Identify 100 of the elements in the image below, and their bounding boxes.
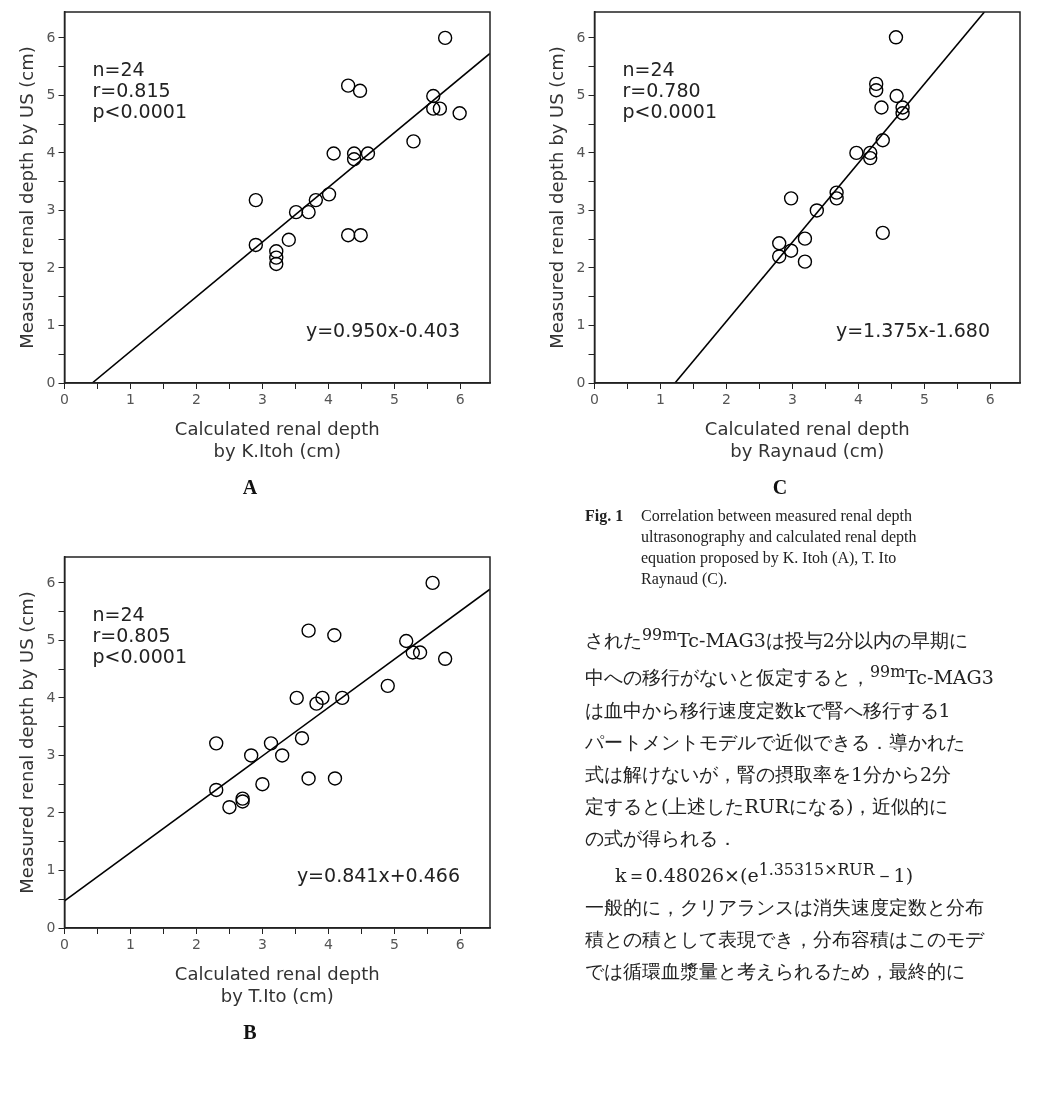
x-tick-label: 1 (656, 391, 665, 408)
point (335, 690, 350, 706)
point (308, 192, 324, 208)
y-tick-label: 6 (46, 28, 56, 45)
point (452, 106, 467, 121)
point (772, 236, 787, 251)
point (797, 231, 813, 246)
text: の式が得られる． (585, 825, 738, 851)
point (321, 187, 337, 202)
point (829, 185, 844, 200)
y-tick-label: 1 (46, 316, 56, 333)
point (248, 192, 264, 208)
point (281, 232, 296, 247)
x-tick-label: 5 (919, 391, 929, 408)
x-tick-label: 6 (985, 391, 995, 408)
point (797, 254, 813, 269)
point (406, 134, 421, 149)
point (399, 633, 414, 649)
point (244, 748, 259, 763)
point (895, 100, 910, 115)
annotation: n=24 (92, 58, 145, 81)
point (269, 244, 284, 259)
y-tick-label: 5 (46, 86, 56, 103)
text: パートメントモデルで近似できる．導かれた (585, 729, 966, 755)
point (346, 152, 362, 167)
y-tick-label: 3 (46, 746, 56, 763)
annotation: p<0.0001 (92, 645, 187, 668)
text: Raynaud (C). (641, 569, 729, 589)
point (412, 645, 428, 660)
point (888, 30, 904, 45)
annotation: n=24 (622, 58, 675, 81)
point (309, 696, 324, 711)
point (829, 191, 844, 206)
point (772, 249, 787, 264)
point (294, 730, 310, 746)
point (868, 83, 884, 98)
annotation: p<0.0001 (622, 100, 717, 123)
x-tick-label: 3 (257, 391, 267, 408)
text: B (243, 1021, 257, 1044)
y-tick-label: 0 (576, 373, 586, 390)
annotation: y=0.841x+0.466 (296, 864, 460, 887)
y-tick-label: 6 (46, 573, 56, 590)
point (405, 645, 421, 660)
annotation: y=1.375x-1.680 (835, 319, 990, 342)
y-tick-label: 1 (576, 316, 586, 333)
x-tick-label: 2 (191, 936, 201, 953)
text: k＝0.48026×(e$^{1.35315×RUR}$－1) (614, 858, 915, 888)
point (868, 76, 884, 92)
point (432, 101, 448, 116)
point (889, 88, 904, 104)
y-tick-label: 4 (46, 688, 56, 705)
point (783, 243, 799, 258)
point (288, 204, 304, 220)
text: は血中から移行速度定数kで腎へ移行する1 (585, 697, 952, 723)
text: ultrasonography and calculated renal depth (641, 527, 918, 547)
text: された$^{99m}$Tc-MAG3は投与2分以内の早期に (585, 624, 969, 654)
point (863, 150, 878, 166)
y-tick-label: 5 (576, 86, 586, 103)
point (426, 101, 441, 116)
y-tick-label: 3 (46, 201, 56, 218)
text: A (242, 476, 258, 499)
y-tick-label: 4 (46, 143, 56, 160)
point (352, 83, 368, 98)
y-axis-title: Measured renal depth by US (cm) (16, 591, 38, 894)
annotation: r=0.805 (92, 624, 171, 647)
point (809, 203, 825, 218)
y-tick-label: 6 (576, 28, 586, 45)
point (437, 30, 453, 46)
x-tick-label: 0 (60, 936, 69, 953)
point (327, 628, 342, 643)
point (248, 237, 264, 253)
text: C (772, 476, 788, 499)
text: 一般的に，クリアランスは消失速度定数と分布 (585, 895, 985, 920)
y-tick-label: 2 (46, 803, 56, 820)
y-tick-label: 3 (576, 201, 586, 218)
x-tick-label: 5 (389, 936, 399, 953)
annotation: r=0.815 (92, 79, 171, 102)
point (849, 145, 864, 161)
y-tick-label: 2 (576, 258, 586, 275)
point (783, 191, 799, 206)
annotation: r=0.780 (622, 79, 701, 102)
text: Correlation between measured renal depth (641, 506, 913, 526)
x-tick-label: 1 (126, 391, 135, 408)
point (437, 651, 453, 667)
point (255, 777, 270, 792)
x-axis-title: Calculated renal depth by K.Itoh (cm) (174, 418, 380, 461)
point (895, 106, 910, 121)
x-tick-label: 2 (721, 391, 731, 408)
point (301, 204, 316, 220)
text: 定すると(上述したRURになる)，近似的に (585, 793, 950, 819)
x-axis-title: Calculated renal depth by T.Ito (cm) (174, 963, 380, 1006)
point (275, 748, 290, 763)
text: 積との積として表現でき，分布容積はこのモデ (585, 927, 986, 952)
x-tick-label: 5 (389, 391, 399, 408)
point (315, 690, 330, 706)
point (863, 145, 878, 161)
point (327, 771, 343, 786)
point (340, 227, 356, 243)
point (209, 736, 224, 751)
text: では循環血漿量と考えられるため，最終的に (585, 959, 966, 984)
